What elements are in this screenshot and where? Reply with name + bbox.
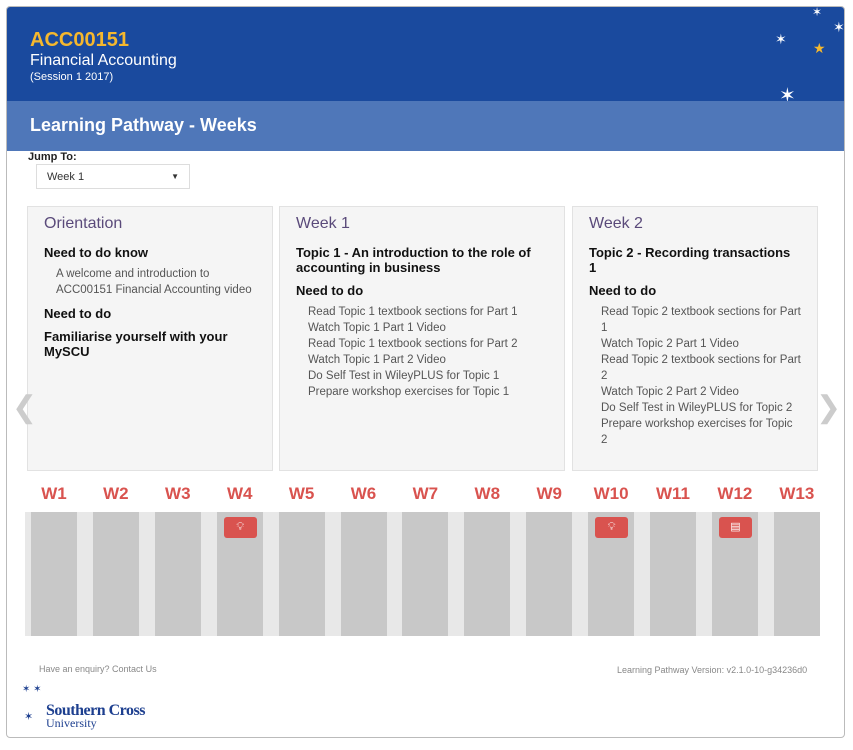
- next-arrow-icon[interactable]: ❯: [816, 391, 842, 424]
- caret-down-icon: ▼: [171, 172, 179, 181]
- week-label[interactable]: W9: [536, 484, 562, 503]
- week-column[interactable]: [526, 512, 573, 636]
- star-icon: ✶: [812, 6, 823, 19]
- task-item[interactable]: Do Self Test in WileyPLUS for Topic 2: [601, 402, 793, 414]
- week-column[interactable]: [464, 512, 511, 636]
- task-item[interactable]: Watch Topic 2 Part 1 Video: [601, 338, 739, 350]
- course-code: ACC00151: [30, 29, 129, 51]
- section-heading: Topic 2 - Recording transactions 1: [589, 245, 791, 275]
- week-column[interactable]: [31, 512, 77, 636]
- week-label[interactable]: W7: [412, 484, 439, 503]
- task-item[interactable]: Read Topic 2 textbook sections for Part …: [601, 306, 801, 334]
- week-label[interactable]: W10: [593, 484, 629, 503]
- jump-to-label: Jump To:: [28, 151, 77, 163]
- version-text: Learning Pathway Version: v2.1.0-10-g342…: [617, 665, 808, 675]
- week-column[interactable]: [154, 512, 201, 636]
- week-column[interactable]: 💡︎: [588, 512, 635, 636]
- week-column[interactable]: [92, 512, 139, 636]
- section-heading: Need to do know: [44, 245, 148, 260]
- document-icon[interactable]: ▤: [718, 517, 752, 538]
- task-item[interactable]: Do Self Test in WileyPLUS for Topic 1: [308, 370, 500, 382]
- task-item[interactable]: Read Topic 2 textbook sections for Part …: [601, 354, 801, 382]
- lightbulb-icon[interactable]: 💡︎: [595, 517, 629, 538]
- week-card: Week 1 Topic 1 - An introduction to the r…: [279, 206, 565, 471]
- title-band: Learning Pathway - Weeks: [7, 101, 844, 151]
- week-column[interactable]: [773, 512, 820, 636]
- week-label[interactable]: W6: [350, 484, 377, 503]
- logo-line2: University: [46, 716, 97, 730]
- week-column[interactable]: [278, 512, 325, 636]
- week-column[interactable]: [650, 512, 696, 636]
- card-title[interactable]: Week 2: [589, 215, 643, 232]
- course-name: Financial Accounting: [30, 52, 177, 69]
- task-item[interactable]: Watch Topic 2 Part 2 Video: [601, 386, 739, 398]
- star-icon: ★: [813, 40, 826, 56]
- task-item[interactable]: Watch Topic 1 Part 2 Video: [308, 354, 446, 366]
- section-heading: Familiarise yourself with your MySCU: [44, 329, 228, 359]
- task-item[interactable]: A welcome and introduction to ACC00151 F…: [56, 268, 252, 296]
- week-select[interactable]: Week 1 ▼: [36, 164, 190, 189]
- week-card: Orientation Need to do know A welcome and …: [27, 206, 273, 471]
- star-icon: ✶: [833, 19, 845, 35]
- week-label[interactable]: W4: [226, 484, 253, 503]
- card-title[interactable]: Orientation: [44, 215, 123, 232]
- week-label[interactable]: W13: [779, 484, 815, 503]
- logo-line1: Southern Cross: [46, 702, 145, 719]
- week-label[interactable]: W5: [288, 484, 315, 503]
- section-heading: Need to do: [296, 283, 364, 298]
- task-item[interactable]: Read Topic 1 textbook sections for Part …: [308, 306, 518, 318]
- course-header: ACC00151 Financial Accounting (Session 1…: [7, 6, 845, 107]
- task-item[interactable]: Watch Topic 1 Part 1 Video: [308, 322, 446, 334]
- page-title: Learning Pathway - Weeks: [30, 115, 257, 135]
- card-title[interactable]: Week 1: [296, 215, 350, 232]
- week-label[interactable]: W8: [474, 484, 501, 503]
- lightbulb-icon[interactable]: 💡︎: [223, 517, 257, 538]
- week-column[interactable]: 💡︎: [216, 512, 263, 636]
- week-select-value: Week 1: [47, 171, 85, 183]
- section-heading: Need to do: [589, 283, 657, 298]
- week-label[interactable]: W3: [165, 484, 191, 503]
- section-heading: Topic 1 - An introduction to the role of…: [296, 245, 531, 275]
- week-label[interactable]: W11: [655, 484, 691, 503]
- star-icon: ✶: [775, 31, 787, 47]
- week-column[interactable]: [402, 512, 449, 636]
- week-label[interactable]: W12: [717, 484, 753, 503]
- task-item[interactable]: Prepare workshop exercises for Topic 1: [308, 386, 510, 398]
- week-column[interactable]: [340, 512, 387, 636]
- section-heading: Need to do: [44, 306, 112, 321]
- previous-arrow-icon[interactable]: ❮: [12, 391, 38, 424]
- week-card: Week 2 Topic 2 - Recording transactions 1…: [572, 206, 818, 471]
- week-column[interactable]: ▤: [711, 512, 758, 636]
- week-label[interactable]: W2: [103, 484, 129, 503]
- course-session: (Session 1 2017): [30, 71, 114, 83]
- task-item[interactable]: Read Topic 1 textbook sections for Part …: [308, 338, 518, 350]
- week-label[interactable]: W1: [41, 484, 67, 503]
- contact-link[interactable]: Have an enquiry? Contact Us: [39, 664, 157, 674]
- task-item[interactable]: Prepare workshop exercises for Topic 2: [601, 418, 793, 446]
